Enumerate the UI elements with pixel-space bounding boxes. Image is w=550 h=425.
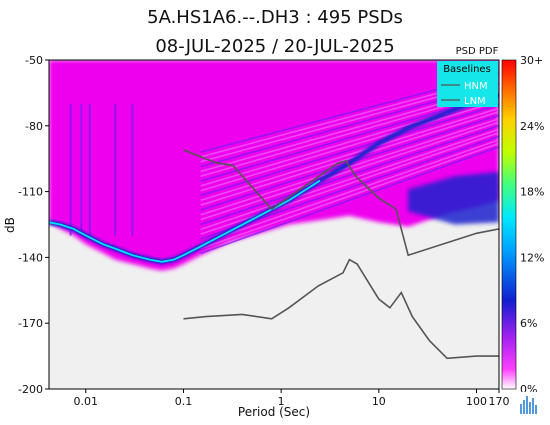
x-tick-label: 170 <box>489 395 510 408</box>
pdf-peak-band <box>49 179 321 263</box>
x-tick-label: 1 <box>278 395 285 408</box>
y-tick-label: -50 <box>25 54 43 67</box>
x-tick-label: 0.01 <box>74 395 99 408</box>
series-line-lnm <box>183 258 499 360</box>
baselines-legend: Baselines HNM LNM <box>437 61 498 107</box>
y-tick-label: -80 <box>25 120 43 133</box>
colorbar-gradient <box>501 59 517 390</box>
x-tick-label: 0.1 <box>175 395 193 408</box>
colorbar-tick-label: 6% <box>520 317 537 330</box>
y-tick-label: -110 <box>18 186 43 199</box>
chart-title-line2: 08-JUL-2025 / 20-JUL-2025 <box>155 36 394 57</box>
y-axis-label: dB <box>3 217 17 233</box>
pdf-streak <box>200 142 499 250</box>
pdf-streak <box>200 93 499 182</box>
pdf-streak <box>200 110 499 206</box>
pdf-streak <box>200 139 499 245</box>
legend-box <box>437 61 498 107</box>
plot-area <box>48 59 500 390</box>
series-line-hnm <box>183 149 499 257</box>
pdf-streak <box>200 132 499 235</box>
colorbar-tick-label: 12% <box>520 251 544 264</box>
pdf-high-density-blob <box>408 171 499 225</box>
psd-density-field <box>49 60 499 271</box>
plot-frame <box>48 59 500 390</box>
y-tick-label: -200 <box>18 383 43 396</box>
pdf-streak <box>200 146 499 255</box>
wave-logo <box>518 392 540 418</box>
y-axis: -50 -80 -110 -140 -170 -200 <box>18 54 49 396</box>
colorbar-tick-label: 30+ <box>520 54 543 67</box>
y-tick-label: -170 <box>18 317 43 330</box>
y-tick-label: -140 <box>18 251 43 264</box>
pdf-streak <box>200 121 499 221</box>
x-tick-label: 100 <box>466 395 487 408</box>
colorbar: PSD PDF 30+24%18%12%6%0% <box>456 46 545 396</box>
legend-item-lnm: LNM <box>464 96 486 107</box>
x-axis: 0.01 0.1 1 10 100 170 <box>74 389 510 408</box>
x-tick-label: 10 <box>372 395 386 408</box>
colorbar-tick-label: 24% <box>520 120 544 133</box>
pdf-streak <box>200 103 499 197</box>
legend-item-hnm: HNM <box>464 81 488 92</box>
pdf-density-field <box>49 60 499 271</box>
legend-title: Baselines <box>443 64 491 75</box>
colorbar-title: PSD PDF <box>456 46 499 57</box>
baseline-series <box>183 149 499 360</box>
pdf-streak <box>200 128 499 231</box>
x-axis-label: Period (Sec) <box>238 405 310 419</box>
colorbar-ticks: 30+24%18%12%6%0% <box>520 54 544 396</box>
pdf-streak <box>200 100 499 192</box>
chart-title-line1: 5A.HS1A6.--.DH3 : 495 PSDs <box>147 7 403 28</box>
colorbar-tick-label: 18% <box>520 186 544 199</box>
pdf-streak <box>200 125 499 226</box>
